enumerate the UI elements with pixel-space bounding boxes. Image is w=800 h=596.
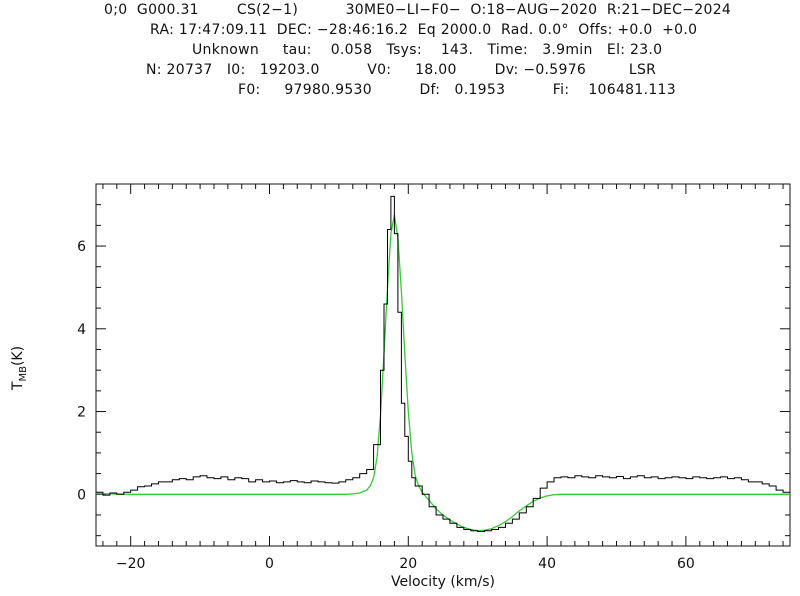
fit-curve-group: [95, 214, 790, 532]
y-tick-label: 0: [77, 487, 86, 503]
y-axis-title: TMB(K): [10, 346, 29, 391]
header-line-4: N: 20737 I0: 19203.0 V0: 18.00 Dv: −0.59…: [146, 62, 657, 78]
x-tick-label: −20: [116, 556, 146, 572]
plot-frame: [95, 183, 791, 547]
x-tick-label: 0: [265, 556, 274, 572]
y-axis-title-sub: MB: [18, 366, 29, 382]
x-tick-label: 20: [399, 556, 417, 572]
header-line-3: Unknown tau: 0.058 Tsys: 143. Time: 3.9m…: [192, 42, 663, 58]
y-tick-label: 6: [77, 239, 86, 255]
y-axis-title-main: T: [10, 381, 26, 391]
fit-curve: [95, 214, 790, 532]
header-line-1: 0;0 G000.31 CS(2−1) 30ME0−LI−F0− O:18−AU…: [104, 2, 732, 18]
header-line-2: RA: 17:47:09.11 DEC: −28:46:16.2 Eq 2000…: [150, 22, 698, 38]
spectrum-group: [96, 195, 790, 532]
y-tick-label: 2: [77, 405, 86, 421]
axis-ticks: −20 0 20 40 60 0 2 4 6: [77, 183, 790, 572]
y-tick-label: 4: [77, 322, 86, 338]
header-line-5: F0: 97980.9530 Df: 0.1953 Fi: 106481.113: [238, 82, 676, 98]
y-axis-title-unit: (K): [10, 346, 26, 366]
x-tick-label: 60: [677, 556, 695, 572]
x-tick-label: 40: [538, 556, 556, 572]
x-axis-title: Velocity (km/s): [391, 574, 495, 590]
spectrum-histogram: [96, 195, 790, 532]
